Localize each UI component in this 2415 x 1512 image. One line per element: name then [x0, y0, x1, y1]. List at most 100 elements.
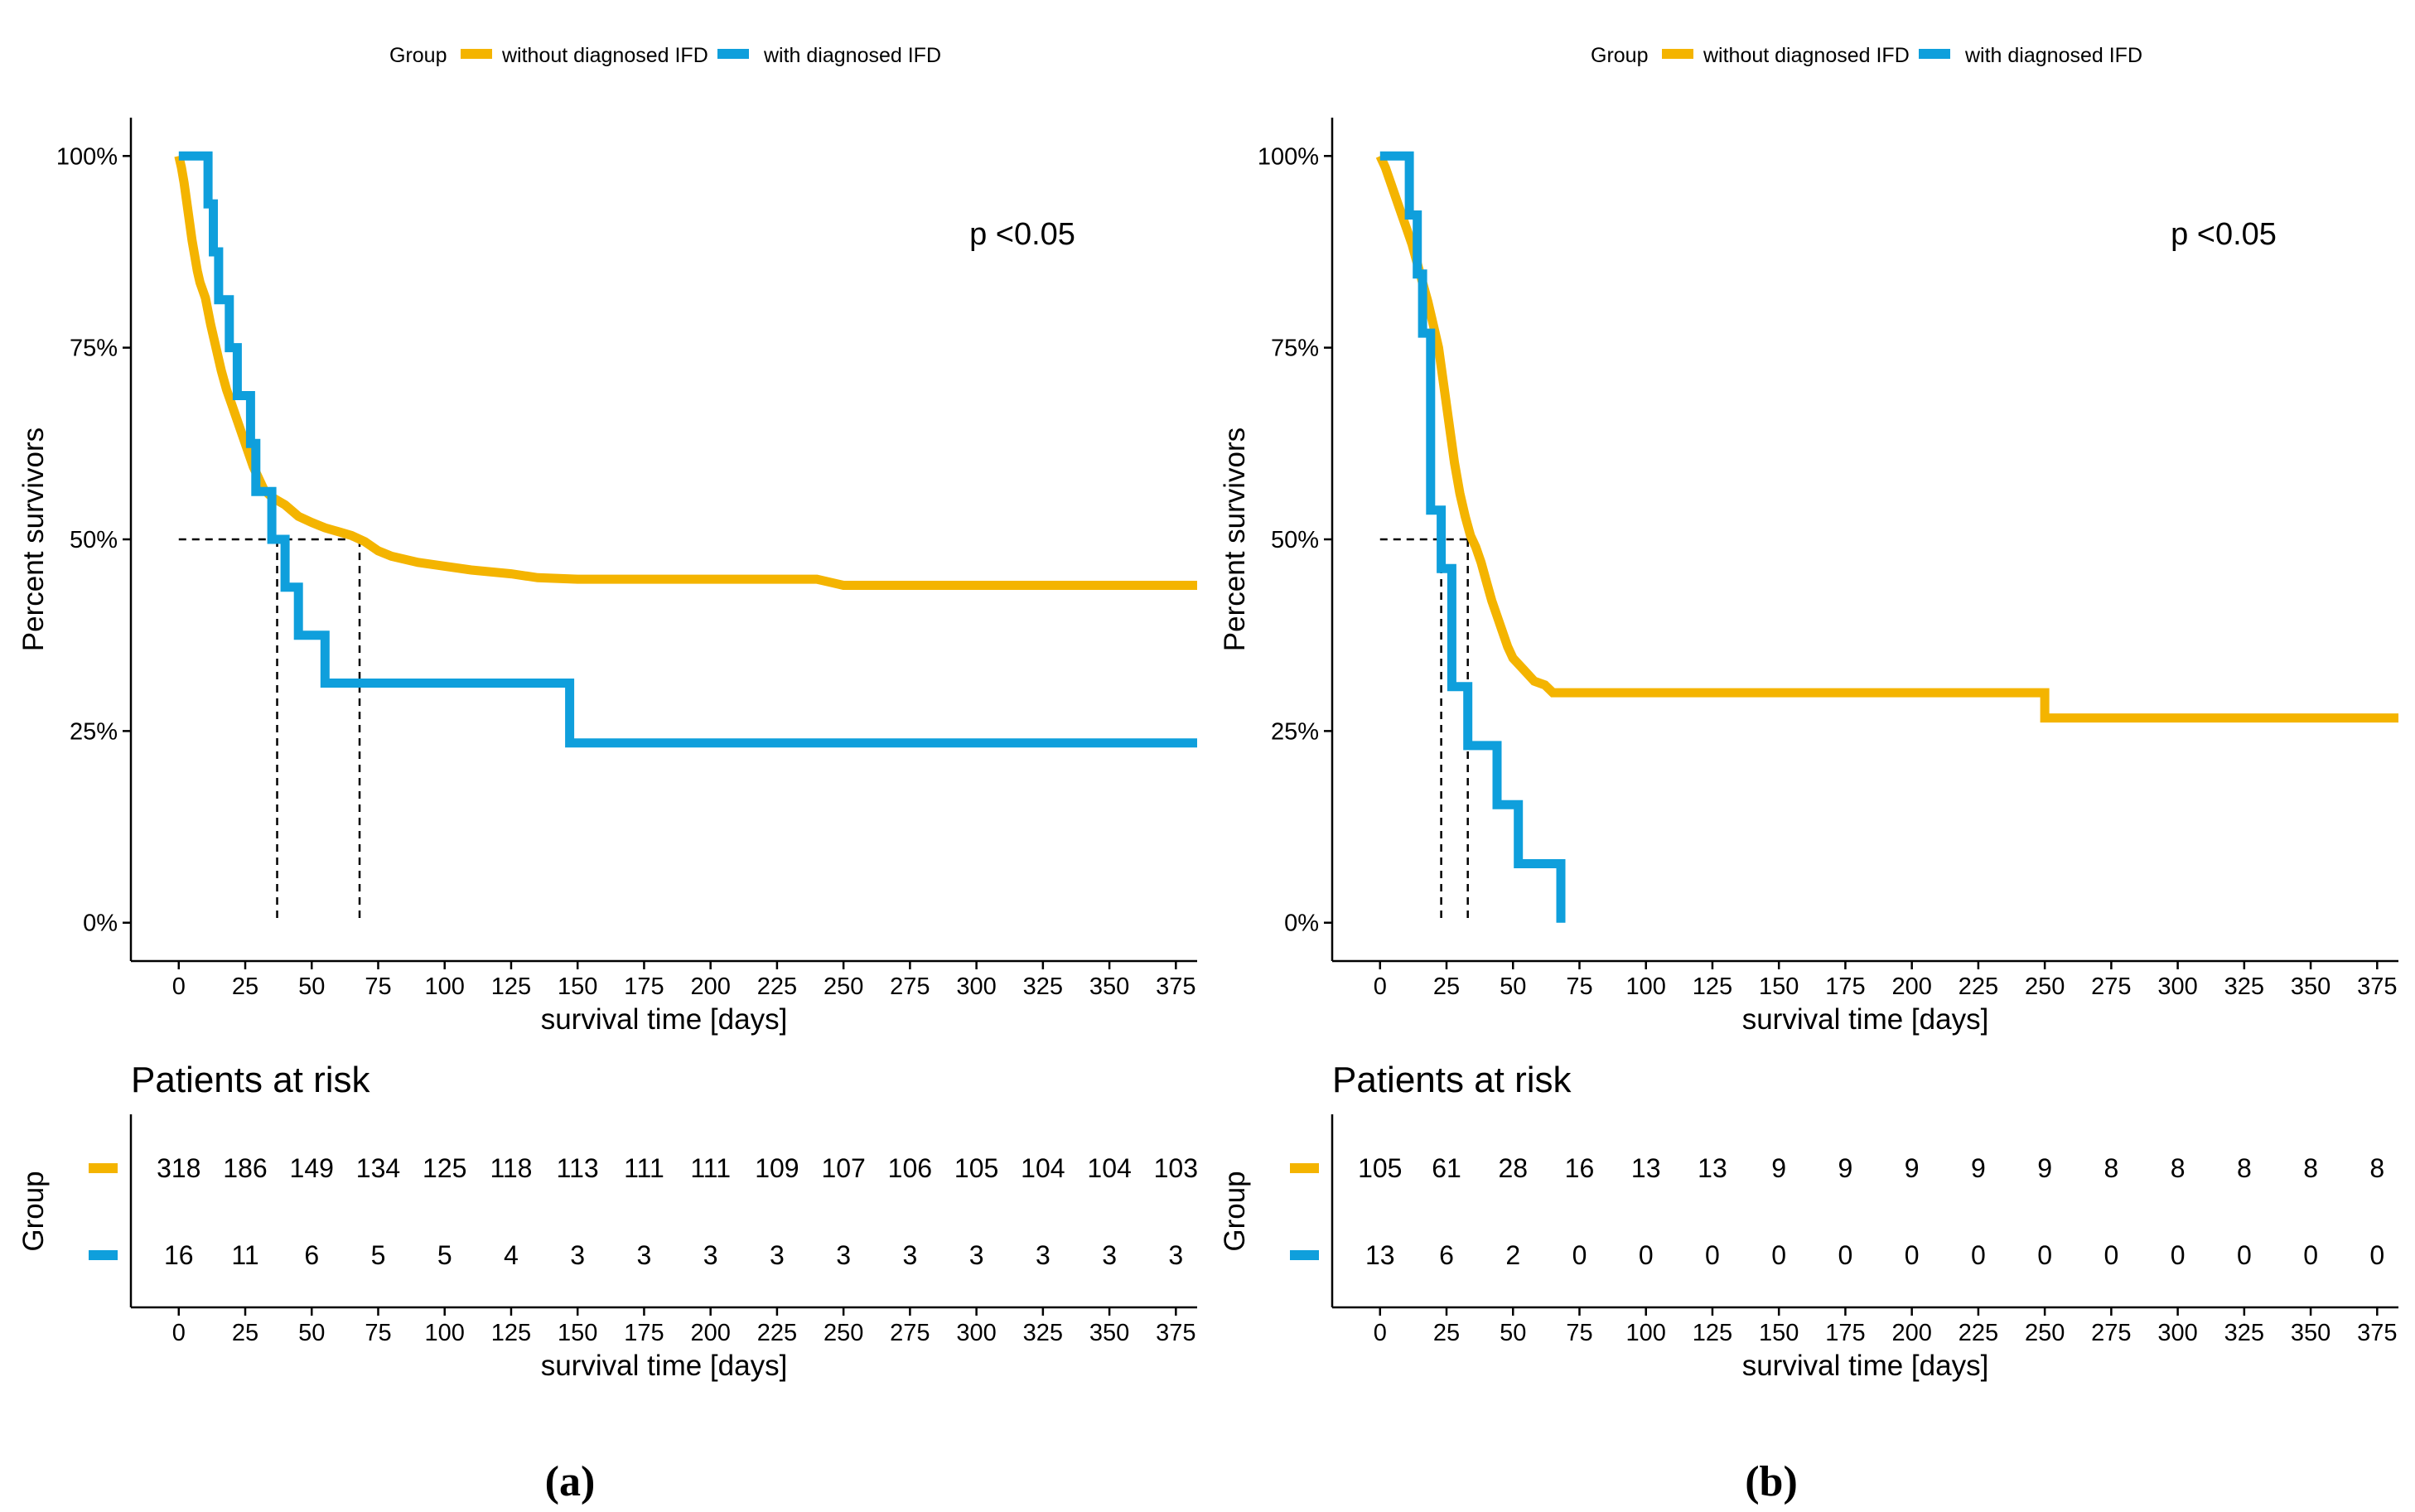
risk-count: 13 — [1698, 1153, 1727, 1183]
risk-count: 111 — [690, 1153, 731, 1183]
risk-count: 3 — [570, 1240, 585, 1270]
risk-table-title: Patients at risk — [1332, 1060, 1572, 1100]
median-lines — [178, 538, 361, 923]
risk-y-axis-title: Group — [17, 1171, 50, 1251]
risk-count: 13 — [1631, 1153, 1661, 1183]
x-tick-label: 250 — [2025, 973, 2065, 1000]
x-tick-label: 325 — [1023, 973, 1063, 1000]
risk-x-tick-label: 75 — [365, 1320, 391, 1346]
survival-curve-with-ifd — [1379, 151, 1566, 923]
risk-count: 149 — [290, 1153, 334, 1183]
x-tick-label: 375 — [2357, 973, 2397, 1000]
risk-count: 0 — [2103, 1240, 2118, 1270]
x-tick-label: 50 — [298, 973, 325, 1000]
risk-count: 28 — [1498, 1153, 1528, 1183]
risk-count: 2 — [1505, 1240, 1520, 1270]
risk-count: 118 — [490, 1153, 532, 1183]
risk-count: 16 — [164, 1240, 194, 1270]
risk-count: 3 — [703, 1240, 718, 1270]
risk-x-tick-label: 325 — [2224, 1320, 2264, 1346]
risk-x-tick-label: 0 — [172, 1320, 186, 1346]
risk-count: 0 — [1572, 1240, 1587, 1270]
risk-x-axis-title: survival time [days] — [541, 1350, 788, 1382]
risk-count: 3 — [1036, 1240, 1051, 1270]
panel-a: Group without diagnosed IFD with diagnosed… — [17, 44, 1198, 1505]
x-tick-label: 375 — [1156, 973, 1195, 1000]
y-tick-label: 75% — [70, 336, 118, 362]
survival-curve-without-ifd — [1375, 153, 2398, 723]
risk-x-tick-label: 75 — [1566, 1320, 1592, 1346]
risk-count: 111 — [624, 1153, 664, 1183]
x-tick-label: 275 — [2091, 973, 2131, 1000]
risk-x-tick-label: 50 — [1500, 1320, 1526, 1346]
risk-count: 8 — [2171, 1153, 2186, 1183]
risk-count: 9 — [1838, 1153, 1853, 1183]
x-tick-label: 75 — [1566, 973, 1592, 1000]
risk-count: 105 — [1358, 1153, 1402, 1183]
x-tick-label: 225 — [757, 973, 797, 1000]
x-tick-label: 0 — [1374, 973, 1387, 1000]
risk-count: 0 — [2369, 1240, 2384, 1270]
risk-count: 318 — [157, 1153, 200, 1183]
risk-x-tick-label: 100 — [425, 1320, 465, 1346]
y-tick-label: 25% — [1271, 718, 1319, 745]
risk-count: 0 — [1639, 1240, 1654, 1270]
y-tick-label: 50% — [1271, 527, 1319, 553]
legend-label: with diagnosed IFD — [1964, 44, 2142, 67]
x-tick-label: 100 — [1626, 973, 1666, 1000]
risk-count: 0 — [1705, 1240, 1720, 1270]
x-tick-label: 300 — [956, 973, 996, 1000]
x-tick-label: 125 — [491, 973, 531, 1000]
risk-count: 9 — [1771, 1153, 1786, 1183]
x-tick-label: 300 — [2157, 973, 2197, 1000]
risk-x-tick-label: 350 — [2291, 1320, 2330, 1346]
risk-x-tick-label: 375 — [1156, 1320, 1195, 1346]
risk-x-tick-label: 300 — [2157, 1320, 2197, 1346]
panel-caption: (a) — [545, 1458, 596, 1505]
risk-count: 3 — [637, 1240, 652, 1270]
risk-x-tick-label: 250 — [2025, 1320, 2065, 1346]
x-tick-label: 150 — [558, 973, 597, 1000]
x-tick-label: 175 — [624, 973, 664, 1000]
risk-count: 104 — [1021, 1153, 1065, 1183]
risk-x-tick-label: 175 — [1825, 1320, 1865, 1346]
x-axis-title: survival time [days] — [1742, 1003, 1989, 1036]
x-tick-label: 75 — [365, 973, 391, 1000]
y-axis-title: Percent survivors — [1219, 428, 1251, 651]
risk-x-tick-label: 150 — [1759, 1320, 1799, 1346]
risk-x-tick-label: 325 — [1023, 1320, 1063, 1346]
legend-title: Group — [389, 44, 447, 67]
risk-count: 103 — [1154, 1153, 1198, 1183]
x-tick-label: 175 — [1825, 973, 1865, 1000]
curves — [1375, 151, 2398, 923]
x-tick-label: 350 — [1089, 973, 1129, 1000]
y-tick-label: 25% — [70, 718, 118, 745]
risk-x-tick-label: 250 — [824, 1320, 863, 1346]
legend-label: without diagnosed IFD — [501, 44, 708, 67]
risk-x-tick-label: 225 — [1959, 1320, 1998, 1346]
risk-count: 8 — [2303, 1153, 2318, 1183]
x-tick-label: 50 — [1500, 973, 1526, 1000]
y-tick-label: 75% — [1271, 336, 1319, 362]
risk-count: 0 — [1971, 1240, 1986, 1270]
risk-x-tick-label: 0 — [1374, 1320, 1387, 1346]
x-tick-label: 325 — [2224, 973, 2264, 1000]
risk-count: 0 — [2237, 1240, 2252, 1270]
risk-count: 8 — [2369, 1153, 2384, 1183]
risk-x-tick-label: 350 — [1089, 1320, 1129, 1346]
x-tick-label: 125 — [1693, 973, 1732, 1000]
risk-count: 8 — [2103, 1153, 2118, 1183]
p-value-annotation: p <0.05 — [2171, 217, 2277, 252]
risk-count: 11 — [231, 1240, 258, 1270]
panel-caption: (b) — [1745, 1458, 1798, 1505]
risk-count: 104 — [1087, 1153, 1131, 1183]
risk-count: 0 — [1838, 1240, 1853, 1270]
risk-count: 9 — [2037, 1153, 2052, 1183]
risk-x-tick-label: 150 — [558, 1320, 597, 1346]
risk-x-tick-label: 200 — [690, 1320, 730, 1346]
x-tick-label: 225 — [1959, 973, 1998, 1000]
legend-label: without diagnosed IFD — [1703, 44, 1910, 67]
y-axis-title: Percent survivors — [17, 428, 50, 651]
risk-count: 0 — [2303, 1240, 2318, 1270]
